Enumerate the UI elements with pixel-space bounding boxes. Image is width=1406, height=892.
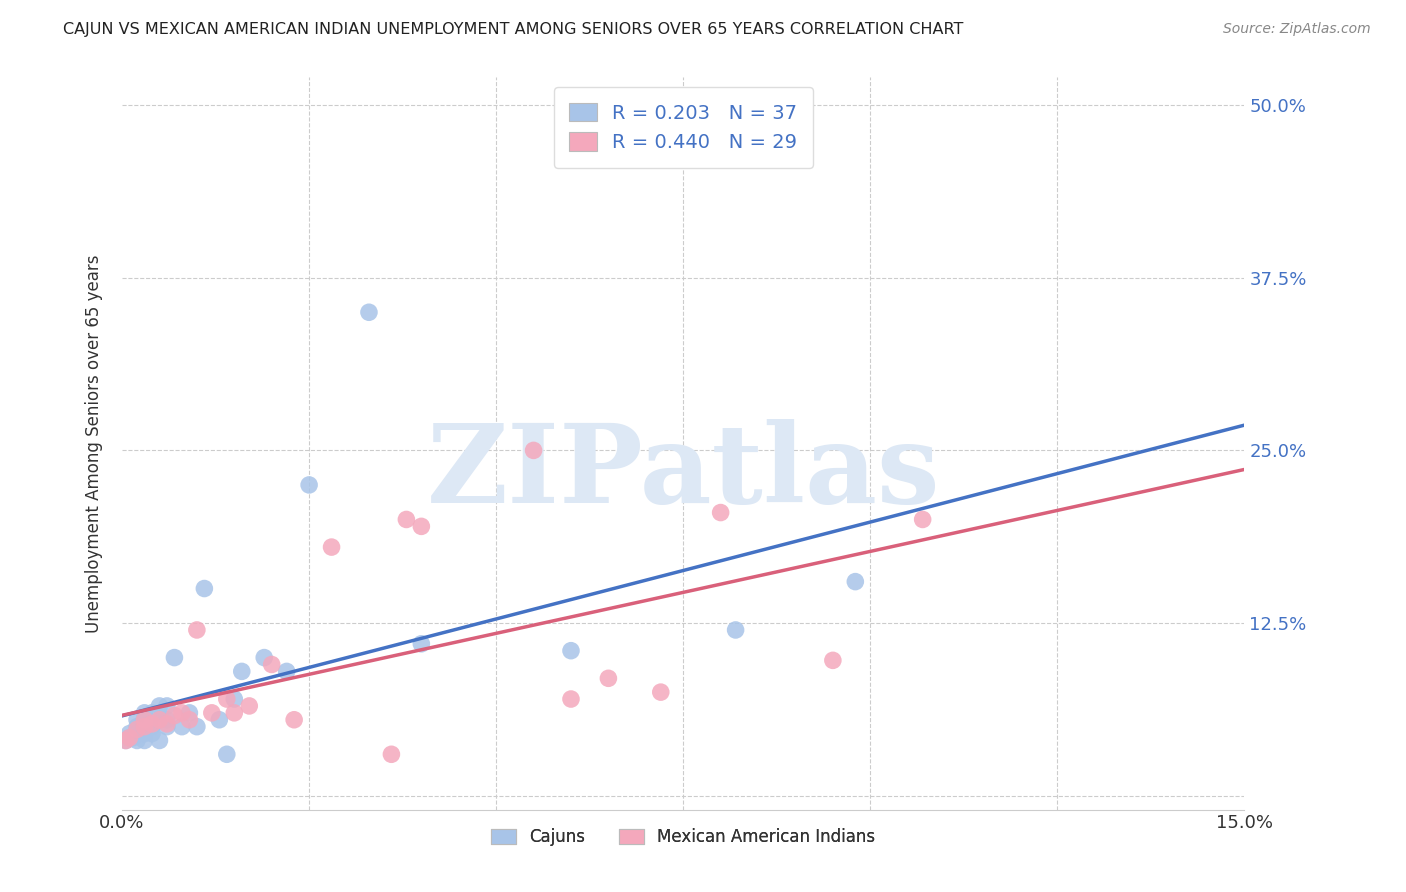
Point [125,720,148,734]
Point [821,653,844,667]
Point [523,443,546,458]
Legend: Cajuns, Mexican American Indians: Cajuns, Mexican American Indians [485,822,882,853]
Point [170,720,193,734]
Point [411,519,433,533]
Point [125,723,148,737]
Point [911,512,934,526]
Point [283,713,305,727]
Point [193,582,215,596]
Point [224,692,246,706]
Point [156,698,179,713]
Point [215,747,238,762]
Point [710,506,733,520]
Point [163,650,186,665]
Point [114,733,136,747]
Point [134,713,156,727]
Point [122,731,145,745]
Point [560,643,582,657]
Point [598,671,620,685]
Text: Source: ZipAtlas.com: Source: ZipAtlas.com [1223,22,1371,37]
Point [148,733,170,747]
Y-axis label: Unemployment Among Seniors over 65 years: Unemployment Among Seniors over 65 years [86,254,103,632]
Point [148,698,170,713]
Point [201,706,224,720]
Point [134,706,156,720]
Point [260,657,283,672]
Point [215,692,238,706]
Point [844,574,866,589]
Point [134,726,156,740]
Point [224,706,246,720]
Point [179,706,201,720]
Point [118,731,141,745]
Point [170,706,193,720]
Point [238,698,260,713]
Point [357,305,380,319]
Point [163,708,186,723]
Point [650,685,672,699]
Point [298,478,321,492]
Point [231,665,253,679]
Point [186,720,208,734]
Point [134,713,156,727]
Point [148,713,170,727]
Point [141,706,163,720]
Point [141,720,163,734]
Point [560,692,582,706]
Point [118,726,141,740]
Point [148,713,170,727]
Point [156,713,179,727]
Point [141,726,163,740]
Point [395,512,418,526]
Point [276,665,298,679]
Point [118,731,141,745]
Point [724,623,747,637]
Point [186,623,208,637]
Text: ZIPatlas: ZIPatlas [426,419,941,526]
Point [208,713,231,727]
Point [125,713,148,727]
Point [380,747,402,762]
Point [156,720,179,734]
Point [114,733,136,747]
Point [141,717,163,731]
Text: CAJUN VS MEXICAN AMERICAN INDIAN UNEMPLOYMENT AMONG SENIORS OVER 65 YEARS CORREL: CAJUN VS MEXICAN AMERICAN INDIAN UNEMPLO… [63,22,963,37]
Point [156,717,179,731]
Point [134,720,156,734]
Point [179,713,201,727]
Point [134,733,156,747]
Point [125,733,148,747]
Point [321,540,343,554]
Point [411,637,433,651]
Point [253,650,276,665]
